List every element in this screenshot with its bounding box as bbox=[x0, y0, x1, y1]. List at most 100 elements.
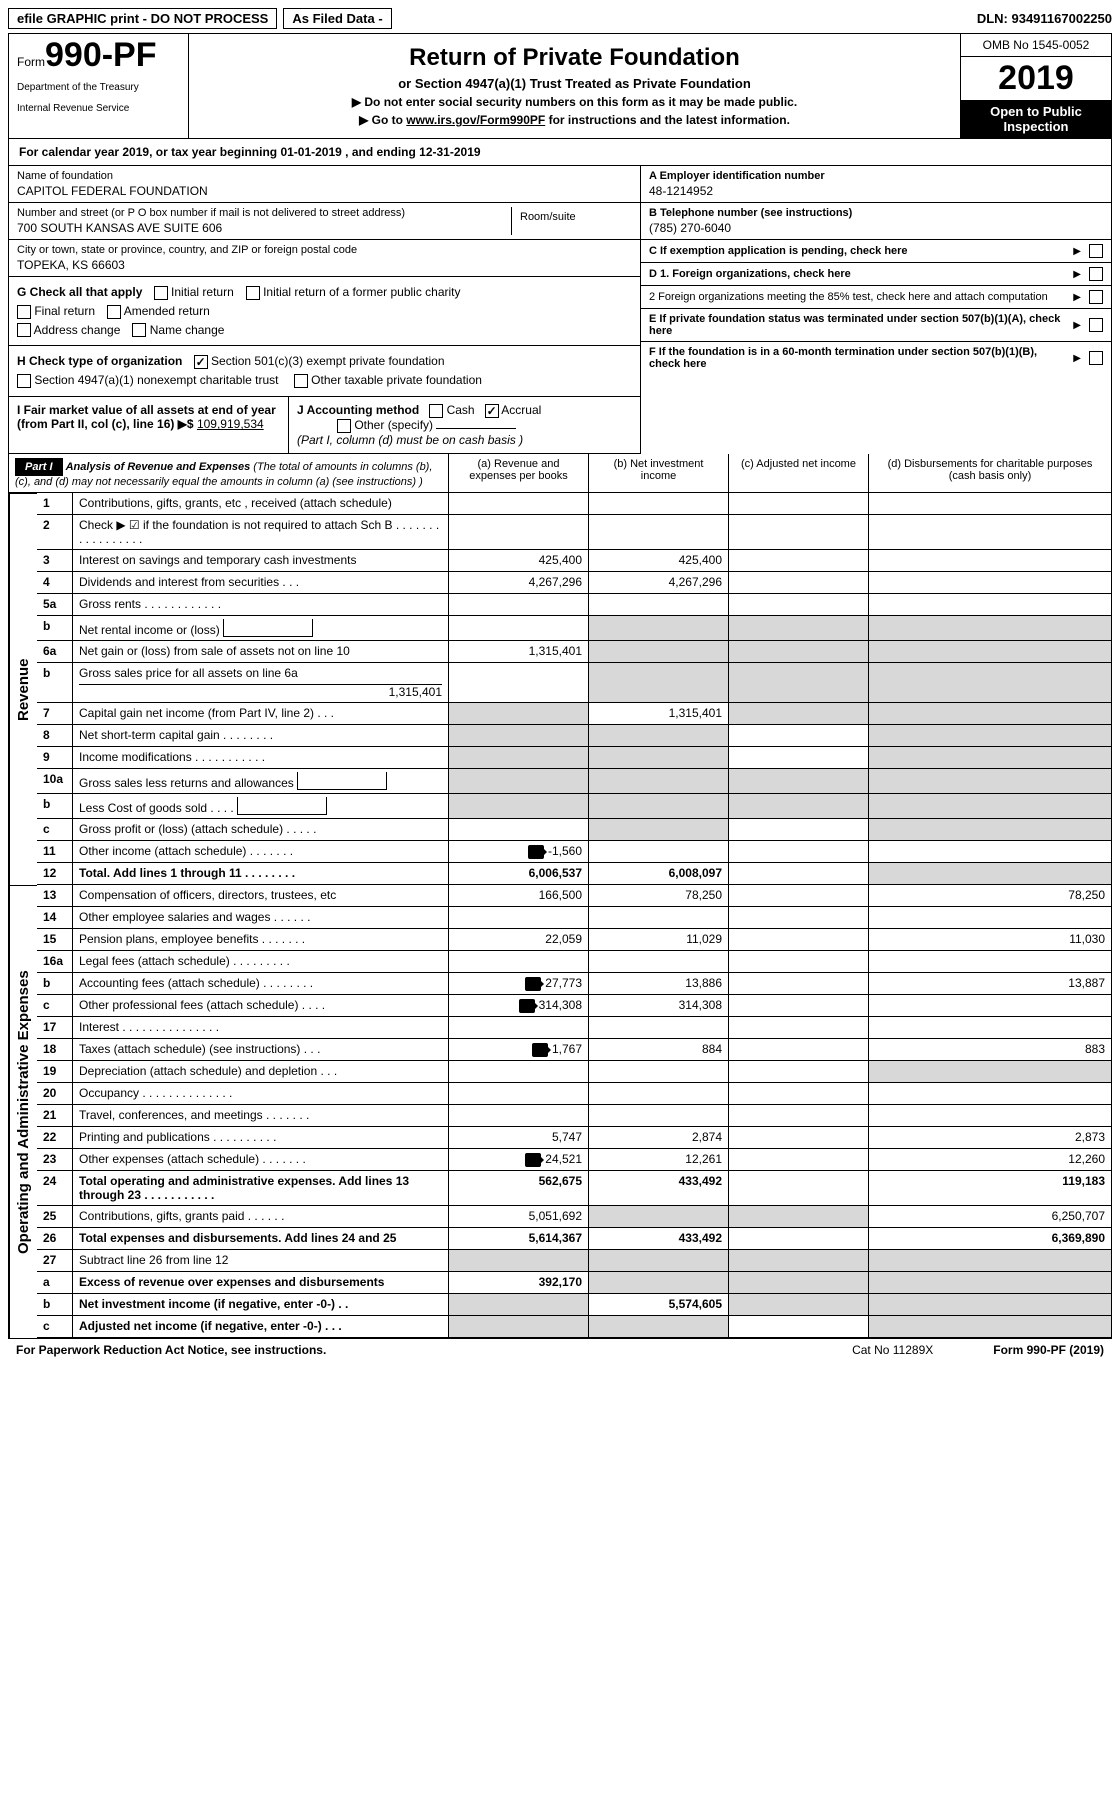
table-row: 2Check ▶ ☑ if the foundation is not requ… bbox=[37, 515, 1111, 550]
col-b bbox=[589, 1083, 729, 1104]
e-row: E If private foundation status was termi… bbox=[641, 309, 1111, 342]
col-b: 4,267,296 bbox=[589, 572, 729, 593]
col-b bbox=[589, 725, 729, 746]
row-num: 13 bbox=[37, 885, 73, 906]
col-a bbox=[449, 725, 589, 746]
col-a bbox=[449, 794, 589, 818]
col-a: 5,614,367 bbox=[449, 1228, 589, 1249]
row-num: 21 bbox=[37, 1105, 73, 1126]
row-num: c bbox=[37, 995, 73, 1016]
row-desc: Total operating and administrative expen… bbox=[73, 1171, 449, 1205]
c-checkbox[interactable] bbox=[1089, 244, 1103, 258]
col-a bbox=[449, 769, 589, 793]
info-right: A Employer identification number 48-1214… bbox=[641, 166, 1111, 454]
col-d bbox=[869, 1294, 1111, 1315]
g-check-item: Name change bbox=[132, 323, 224, 338]
col-c bbox=[729, 973, 869, 994]
row-num: 25 bbox=[37, 1206, 73, 1227]
col-c bbox=[729, 885, 869, 906]
e-checkbox[interactable] bbox=[1089, 318, 1103, 332]
col-b bbox=[589, 951, 729, 972]
col-d bbox=[869, 725, 1111, 746]
col-b bbox=[589, 493, 729, 514]
col-d-header: (d) Disbursements for charitable purpose… bbox=[869, 454, 1111, 492]
j-cash-checkbox[interactable] bbox=[429, 404, 443, 418]
col-b bbox=[589, 1250, 729, 1271]
row-desc: Total. Add lines 1 through 11 . . . . . … bbox=[73, 863, 449, 884]
attachment-icon[interactable] bbox=[525, 977, 541, 991]
col-c bbox=[729, 1149, 869, 1170]
col-a bbox=[449, 703, 589, 724]
row-num: b bbox=[37, 973, 73, 994]
table-row: 16aLegal fees (attach schedule) . . . . … bbox=[37, 951, 1111, 973]
row-desc: Depreciation (attach schedule) and deple… bbox=[73, 1061, 449, 1082]
row-desc: Other employee salaries and wages . . . … bbox=[73, 907, 449, 928]
row-desc: Compensation of officers, directors, tru… bbox=[73, 885, 449, 906]
row-num: 23 bbox=[37, 1149, 73, 1170]
col-d bbox=[869, 572, 1111, 593]
footer-right: Form 990-PF (2019) bbox=[993, 1343, 1104, 1357]
row-num: b bbox=[37, 616, 73, 640]
col-a bbox=[449, 1294, 589, 1315]
row-desc: Taxes (attach schedule) (see instruction… bbox=[73, 1039, 449, 1060]
h-other-checkbox[interactable] bbox=[294, 374, 308, 388]
instructions-link[interactable]: www.irs.gov/Form990PF bbox=[406, 113, 545, 127]
col-a: 1,315,401 bbox=[449, 641, 589, 662]
row-num: 24 bbox=[37, 1171, 73, 1205]
col-c bbox=[729, 663, 869, 702]
g-checkbox[interactable] bbox=[154, 286, 168, 300]
title-cell: Return of Private Foundation or Section … bbox=[189, 34, 961, 138]
col-a: 27,773 bbox=[449, 973, 589, 994]
g-checkbox[interactable] bbox=[132, 323, 146, 337]
attachment-icon[interactable] bbox=[519, 999, 535, 1013]
h-501c3-checkbox[interactable] bbox=[194, 355, 208, 369]
d2-checkbox[interactable] bbox=[1089, 290, 1103, 304]
col-b bbox=[589, 794, 729, 818]
d1-checkbox[interactable] bbox=[1089, 267, 1103, 281]
arrow-icon bbox=[1073, 291, 1083, 303]
instructions-link-line: ▶ Go to www.irs.gov/Form990PF for instru… bbox=[199, 113, 950, 127]
attachment-icon[interactable] bbox=[532, 1043, 548, 1057]
col-c bbox=[729, 747, 869, 768]
arrow-icon bbox=[1073, 319, 1083, 331]
col-b bbox=[589, 641, 729, 662]
attachment-icon[interactable] bbox=[525, 1153, 541, 1167]
g-checkbox[interactable] bbox=[17, 323, 31, 337]
f-checkbox[interactable] bbox=[1089, 351, 1103, 365]
table-row: aExcess of revenue over expenses and dis… bbox=[37, 1272, 1111, 1294]
footer-mid: Cat No 11289X bbox=[852, 1343, 933, 1357]
table-row: bGross sales price for all assets on lin… bbox=[37, 663, 1111, 703]
row-num: 18 bbox=[37, 1039, 73, 1060]
col-c bbox=[729, 616, 869, 640]
table-row: 11Other income (attach schedule) . . . .… bbox=[37, 841, 1111, 863]
col-d bbox=[869, 995, 1111, 1016]
table-row: cOther professional fees (attach schedul… bbox=[37, 995, 1111, 1017]
col-c bbox=[729, 863, 869, 884]
col-d: 12,260 bbox=[869, 1149, 1111, 1170]
h-4947-checkbox[interactable] bbox=[17, 374, 31, 388]
col-a bbox=[449, 515, 589, 549]
g-checkbox[interactable] bbox=[246, 286, 260, 300]
row-num: 1 bbox=[37, 493, 73, 514]
row-desc: Other expenses (attach schedule) . . . .… bbox=[73, 1149, 449, 1170]
col-d: 2,873 bbox=[869, 1127, 1111, 1148]
g-checkbox[interactable] bbox=[107, 305, 121, 319]
j-accrual-checkbox[interactable] bbox=[485, 404, 499, 418]
row-num: 2 bbox=[37, 515, 73, 549]
j-other-checkbox[interactable] bbox=[337, 419, 351, 433]
col-a bbox=[449, 1083, 589, 1104]
col-d bbox=[869, 907, 1111, 928]
attachment-icon[interactable] bbox=[528, 845, 544, 859]
col-b bbox=[589, 747, 729, 768]
col-d: 119,183 bbox=[869, 1171, 1111, 1205]
dln: DLN: 93491167002250 bbox=[977, 11, 1112, 26]
city-row: City or town, state or province, country… bbox=[9, 240, 640, 277]
col-a: 6,006,537 bbox=[449, 863, 589, 884]
col-b bbox=[589, 1206, 729, 1227]
col-b bbox=[589, 769, 729, 793]
col-a bbox=[449, 951, 589, 972]
g-checkbox[interactable] bbox=[17, 305, 31, 319]
col-b: 1,315,401 bbox=[589, 703, 729, 724]
row-desc: Interest . . . . . . . . . . . . . . . bbox=[73, 1017, 449, 1038]
g-row: G Check all that apply Initial return In… bbox=[9, 277, 640, 346]
